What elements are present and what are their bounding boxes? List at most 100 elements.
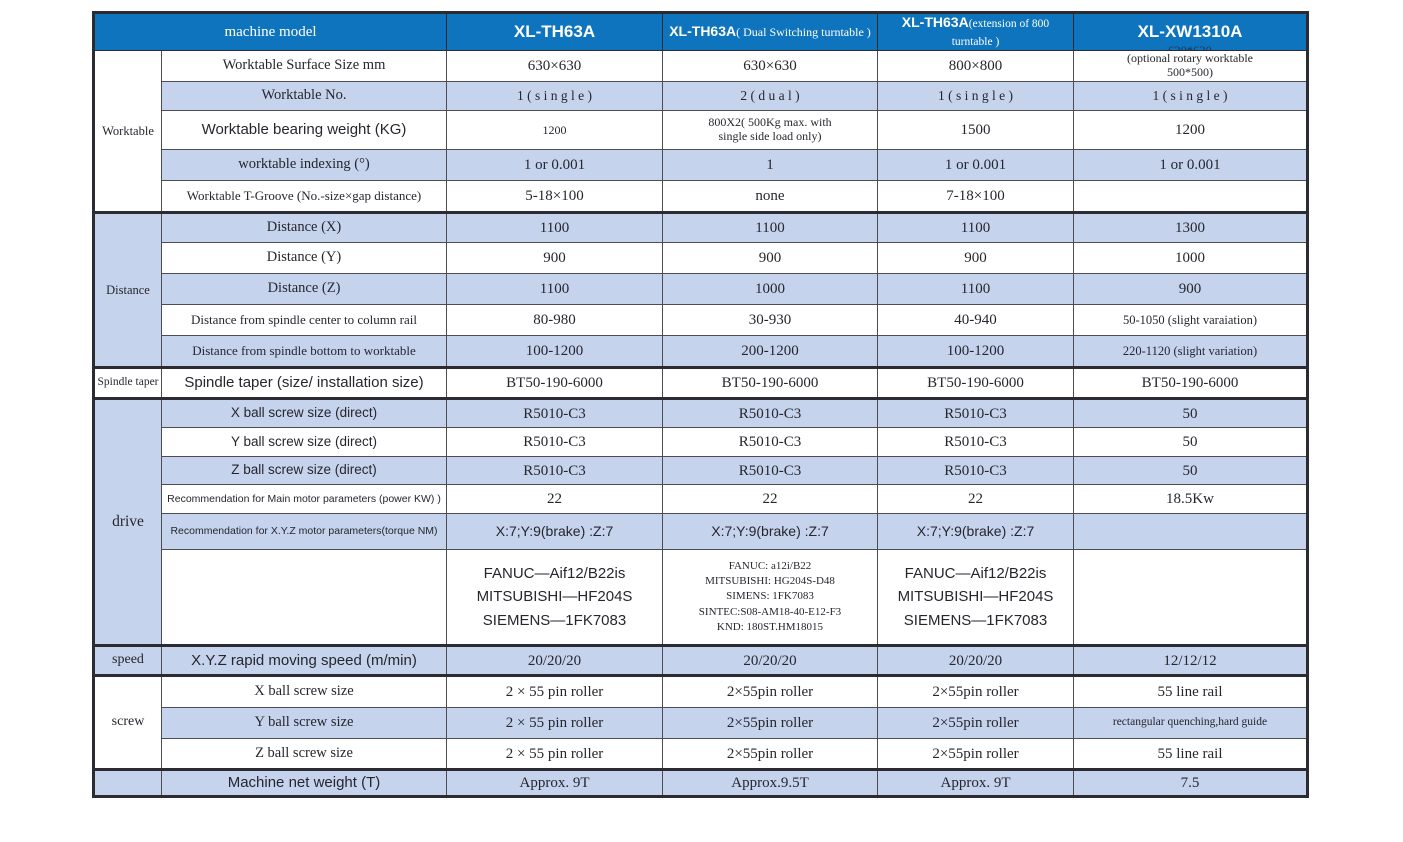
cell: 630×630 bbox=[662, 50, 878, 82]
row-label: Spindle taper (size/ installation size) bbox=[161, 366, 447, 399]
group-cell-worktable: Worktable bbox=[93, 50, 162, 213]
row-label: worktable indexing (°) bbox=[161, 149, 447, 181]
cell: R5010-C3 bbox=[446, 397, 663, 428]
table-row: Distance from spindle center to column r… bbox=[94, 304, 1308, 336]
cell: R5010-C3 bbox=[877, 456, 1074, 485]
model-name: XL-TH63A bbox=[669, 23, 737, 39]
cell: 18.5Kw bbox=[1073, 484, 1308, 514]
cell: 1500 bbox=[877, 110, 1074, 150]
cell: Approx. 9T bbox=[877, 768, 1074, 797]
row-label: Distance (Y) bbox=[161, 242, 447, 274]
row-label: Distance from spindle bottom to worktabl… bbox=[161, 335, 447, 368]
cell: 20/20/20 bbox=[446, 644, 663, 676]
row-label: Recommendation for X.Y.Z motor parameter… bbox=[161, 513, 447, 550]
cell: 1 bbox=[662, 149, 878, 181]
cell: BT50-190-6000 bbox=[877, 366, 1074, 399]
cell: 1100 bbox=[877, 273, 1074, 305]
cell: 630×630 bbox=[446, 50, 663, 82]
header-machine-model: machine model bbox=[93, 12, 447, 51]
row-label: Z ball screw size (direct) bbox=[161, 456, 447, 485]
cell: 2 × 55 pin roller bbox=[446, 674, 663, 708]
cell: 55 line rail bbox=[1073, 674, 1308, 708]
model-subnote: 630*630 bbox=[1075, 44, 1307, 50]
cell: 22 bbox=[446, 484, 663, 514]
cell: 100-1200 bbox=[877, 335, 1074, 368]
cell bbox=[1073, 549, 1308, 646]
cell: none bbox=[662, 180, 878, 213]
cell: FANUC—Aif12/B22is MITSUBISHI—HF204S SIEM… bbox=[446, 549, 663, 646]
table-row: Y ball screw size (direct) R5010-C3 R501… bbox=[94, 427, 1308, 457]
table-row: Recommendation for Main motor parameters… bbox=[94, 484, 1308, 514]
table-row: Y ball screw size 2 × 55 pin roller 2×55… bbox=[94, 707, 1308, 739]
row-label: Worktable T-Groove (No.-size×gap distanc… bbox=[161, 180, 447, 213]
row-label: Worktable bearing weight (KG) bbox=[161, 110, 447, 150]
cell: FANUC—Aif12/B22is MITSUBISHI—HF204S SIEM… bbox=[877, 549, 1074, 646]
cell: 2×55pin roller bbox=[662, 674, 878, 708]
row-label: Distance from spindle center to column r… bbox=[161, 304, 447, 336]
cell: 1200 bbox=[446, 110, 663, 150]
group-cell-drive: drive bbox=[93, 397, 162, 646]
cell: 1100 bbox=[662, 211, 878, 243]
cell: 1 ( s i n g l e ) bbox=[877, 81, 1074, 111]
cell: 40-940 bbox=[877, 304, 1074, 336]
cell: 2 ( d u a l ) bbox=[662, 81, 878, 111]
cell: 22 bbox=[662, 484, 878, 514]
row-label: Z ball screw size bbox=[161, 738, 447, 770]
cell: 7.5 bbox=[1073, 768, 1308, 797]
cell: R5010-C3 bbox=[446, 427, 663, 457]
cell: 220-1120 (slight variation) bbox=[1073, 335, 1308, 368]
cell: 900 bbox=[446, 242, 663, 274]
header-col-xl-th63a: XL-TH63A bbox=[446, 12, 663, 51]
cell: 100-1200 bbox=[446, 335, 663, 368]
table-row: screw X ball screw size 2 × 55 pin rolle… bbox=[93, 674, 1308, 770]
cell: R5010-C3 bbox=[877, 427, 1074, 457]
group-cell-screw: screw bbox=[93, 674, 162, 770]
cell: 1 or 0.001 bbox=[446, 149, 663, 181]
table-row: worktable indexing (°) 1 or 0.001 1 1 or… bbox=[94, 149, 1308, 181]
cell: 80-980 bbox=[446, 304, 663, 336]
cell: BT50-190-6000 bbox=[446, 366, 663, 399]
cell: Approx.9.5T bbox=[662, 768, 878, 797]
cell: X:7;Y:9(brake) :Z:7 bbox=[877, 513, 1074, 550]
table-row: drive X ball screw size (direct) R5010-C… bbox=[93, 397, 1308, 646]
cell: R5010-C3 bbox=[446, 456, 663, 485]
cell: 2×55pin roller bbox=[662, 738, 878, 770]
table-row: Worktable No. 1 ( s i n g l e ) 2 ( d u … bbox=[94, 81, 1308, 111]
cell: X:7;Y:9(brake) :Z:7 bbox=[662, 513, 878, 550]
table-row: Distance (Z) 1100 1000 1100 900 bbox=[94, 273, 1308, 305]
table-row: Distance Distance (X) 1100 1100 1100 130… bbox=[93, 211, 1308, 368]
model-name: XL-TH63A bbox=[513, 21, 596, 41]
cell: rectangular quenching,hard guide bbox=[1073, 707, 1308, 739]
cell: 22 bbox=[877, 484, 1074, 514]
cell: 1200 bbox=[1073, 110, 1308, 150]
cell: 1100 bbox=[446, 211, 663, 243]
cell: R5010-C3 bbox=[662, 427, 878, 457]
header-col-xl-th63a-dual: XL-TH63A( Dual Switching turntable ) bbox=[662, 12, 878, 51]
cell: 7-18×100 bbox=[877, 180, 1074, 213]
cell: 55 line rail bbox=[1073, 738, 1308, 770]
row-label: X ball screw size bbox=[161, 674, 447, 708]
table-row: Distance (Y) 900 900 900 1000 bbox=[94, 242, 1308, 274]
row-label: Y ball screw size bbox=[161, 707, 447, 739]
cell: BT50-190-6000 bbox=[662, 366, 878, 399]
cell: 2×55pin roller bbox=[662, 707, 878, 739]
cell bbox=[1073, 180, 1308, 213]
row-label: Y ball screw size (direct) bbox=[161, 427, 447, 457]
table-row: Machine net weight (T) Approx. 9T Approx… bbox=[93, 768, 1308, 797]
model-note: ( Dual Switching turntable ) bbox=[736, 25, 871, 39]
cell: 200-1200 bbox=[662, 335, 878, 368]
cell: 2 × 55 pin roller bbox=[446, 707, 663, 739]
cell: 2×55pin roller bbox=[877, 674, 1074, 708]
cell: 900 bbox=[662, 242, 878, 274]
cell: 1000 bbox=[662, 273, 878, 305]
row-label bbox=[161, 549, 447, 646]
cell: 800X2( 500Kg max. with single side load … bbox=[662, 110, 878, 150]
cell: 1100 bbox=[877, 211, 1074, 243]
cell: BT50-190-6000 bbox=[1073, 366, 1308, 399]
cell: 2 × 55 pin roller bbox=[446, 738, 663, 770]
cell: 5-18×100 bbox=[446, 180, 663, 213]
cell: 1 ( s i n g l e ) bbox=[1073, 81, 1308, 111]
cell: R5010-C3 bbox=[662, 397, 878, 428]
group-cell-empty bbox=[93, 768, 162, 797]
cell: R5010-C3 bbox=[662, 456, 878, 485]
